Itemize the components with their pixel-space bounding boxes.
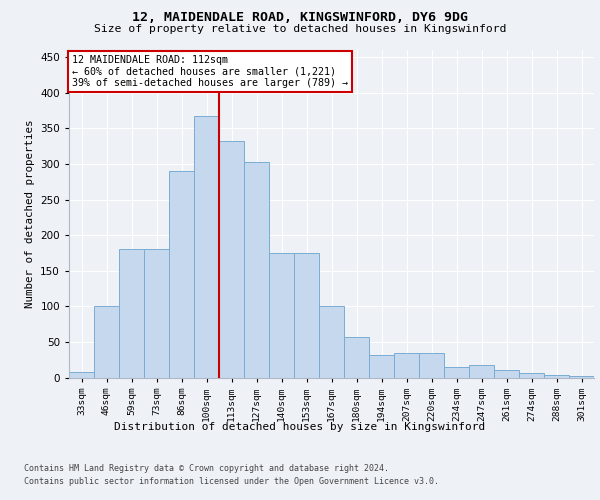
Bar	[469, 364, 494, 378]
Bar	[394, 352, 419, 378]
Bar	[144, 250, 169, 378]
Bar	[294, 253, 319, 378]
Bar	[169, 171, 194, 378]
Bar	[519, 372, 544, 378]
Bar	[319, 306, 344, 378]
Bar	[419, 352, 444, 378]
Text: 12, MAIDENDALE ROAD, KINGSWINFORD, DY6 9DG: 12, MAIDENDALE ROAD, KINGSWINFORD, DY6 9…	[132, 11, 468, 24]
Bar	[69, 372, 94, 378]
Bar	[569, 376, 594, 378]
Y-axis label: Number of detached properties: Number of detached properties	[25, 120, 35, 308]
Bar	[494, 370, 519, 378]
Text: Contains public sector information licensed under the Open Government Licence v3: Contains public sector information licen…	[24, 477, 439, 486]
Bar	[194, 116, 219, 378]
Text: Contains HM Land Registry data © Crown copyright and database right 2024.: Contains HM Land Registry data © Crown c…	[24, 464, 389, 473]
Text: 12 MAIDENDALE ROAD: 112sqm
← 60% of detached houses are smaller (1,221)
39% of s: 12 MAIDENDALE ROAD: 112sqm ← 60% of deta…	[71, 55, 347, 88]
Bar	[444, 367, 469, 378]
Bar	[544, 374, 569, 378]
Bar	[219, 141, 244, 378]
Text: Size of property relative to detached houses in Kingswinford: Size of property relative to detached ho…	[94, 24, 506, 34]
Text: Distribution of detached houses by size in Kingswinford: Distribution of detached houses by size …	[115, 422, 485, 432]
Bar	[94, 306, 119, 378]
Bar	[119, 250, 144, 378]
Bar	[244, 162, 269, 378]
Bar	[369, 354, 394, 378]
Bar	[344, 337, 369, 378]
Bar	[269, 253, 294, 378]
